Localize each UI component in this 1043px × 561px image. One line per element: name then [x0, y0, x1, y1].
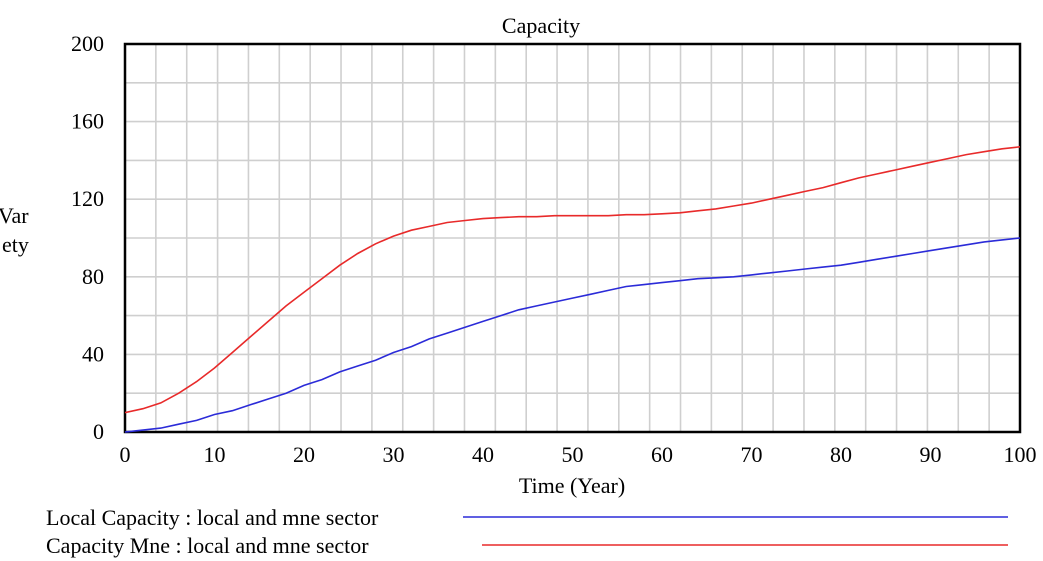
y-tick-label: 120	[71, 186, 104, 211]
x-tick-label: 70	[741, 442, 763, 467]
y-tick-label: 0	[93, 419, 104, 444]
y-tick-label: 160	[71, 109, 104, 134]
y-axis-title: Var ety	[0, 203, 29, 257]
x-tick-label: 30	[383, 442, 405, 467]
y-tick-labels: 0 40 80 120 160 200	[71, 31, 104, 444]
y-tick-label: 40	[82, 341, 104, 366]
x-tick-label: 0	[120, 442, 131, 467]
x-axis-title: Time (Year)	[519, 473, 625, 498]
x-tick-label: 20	[293, 442, 315, 467]
series-line-1	[124, 237, 1021, 433]
x-tick-label: 50	[562, 442, 584, 467]
x-tick-label: 90	[920, 442, 942, 467]
series-group	[124, 146, 1021, 433]
grid	[125, 44, 1020, 432]
legend-label-1: Local Capacity : local and mne sector	[46, 505, 379, 530]
chart-title: Capacity	[502, 13, 580, 38]
x-tick-label: 10	[204, 442, 226, 467]
y-axis-title-line: Var	[0, 203, 29, 228]
x-tick-label: 80	[830, 442, 852, 467]
y-tick-label: 200	[71, 31, 104, 56]
legend-label-2: Capacity Mne : local and mne sector	[46, 533, 369, 558]
series-line-2	[124, 146, 1021, 414]
y-axis-title-line: ety	[2, 232, 29, 257]
x-tick-label: 60	[651, 442, 673, 467]
legend: Local Capacity : local and mne sector Cap…	[46, 505, 1008, 558]
x-tick-label: 40	[472, 442, 494, 467]
x-tick-label: 100	[1004, 442, 1037, 467]
y-tick-label: 80	[82, 264, 104, 289]
x-tick-labels: 0 10 20 30 40 50 60 70 80 90 100	[120, 442, 1037, 467]
